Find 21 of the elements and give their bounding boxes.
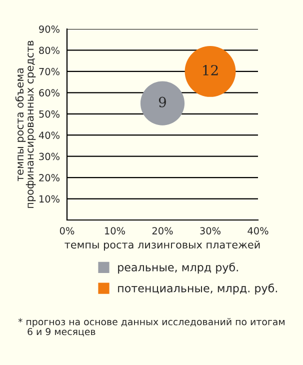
data-label: 12 <box>203 64 218 76</box>
data-label: 9 <box>158 96 166 108</box>
y-tick-label: 20% <box>39 174 60 182</box>
x-tick-label: 40% <box>248 227 268 234</box>
legend-label: реальные, млрд руб. <box>118 262 238 274</box>
y-tick-label: 50% <box>39 110 60 118</box>
y-tick-label: 90% <box>39 25 60 33</box>
x-tick-label: 10% <box>105 227 126 234</box>
x-tick-label: 20% <box>152 227 173 234</box>
y-tick-label: 60% <box>39 89 60 96</box>
x-tick-label: 0% <box>60 227 74 234</box>
y-tick-label: 30% <box>39 152 60 160</box>
y-tick-label: 70% <box>39 68 60 76</box>
y-tick-label: 10% <box>40 195 60 203</box>
text: * прогноз на основе данных исследований по итогам 6 и 9 месяцев <box>18 318 284 336</box>
y-tick-label: 80% <box>39 46 60 54</box>
y-tick-label: 40% <box>38 132 60 139</box>
x-tick-label: 30% <box>200 227 221 234</box>
x-axis-title: темпы роста лизинговых платежей <box>64 240 260 251</box>
legend-label: потенциальные, млрд. руб. <box>118 284 277 295</box>
y-axis-title: темпы роста объема профинансированных средств <box>15 40 36 208</box>
